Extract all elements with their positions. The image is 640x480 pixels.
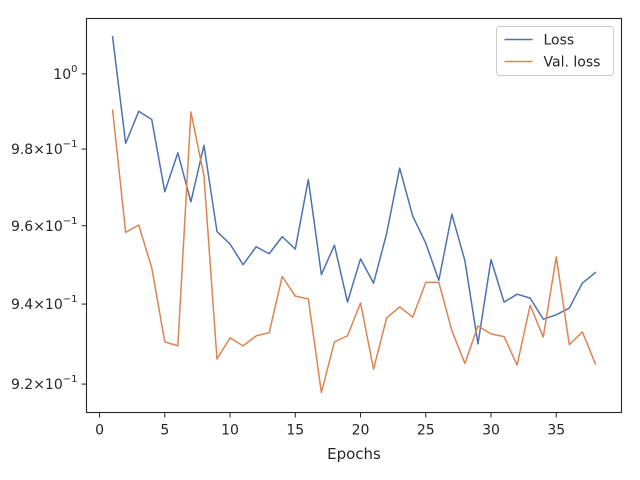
series-line-val-loss [111,109,597,394]
x-tick-label: 25 [417,423,435,439]
x-tick-label: 10 [221,423,239,439]
x-tick-label: 0 [95,423,104,439]
x-tick-label: 5 [160,423,169,439]
y-tick-label: 9.2×10−1 [11,374,78,393]
y-tick-label: 9.8×10−1 [11,139,78,158]
y-axis: 9.2×10−1 9.4×10−1 9.6×10−1 9.8×10−1 100 [11,64,87,393]
legend-label-val-loss: Val. loss [544,55,601,71]
x-axis: 0 5 10 15 20 25 30 35 [95,412,565,439]
y-tick-label: 9.4×10−1 [11,294,78,313]
x-tick-label: 20 [352,423,370,439]
plot-frame [85,17,623,414]
x-tick-label: 15 [286,423,304,439]
plot-area [111,36,597,394]
y-tick-label: 100 [53,64,77,83]
legend: Loss Val. loss [496,26,614,76]
y-tick-label: 9.6×10−1 [11,216,78,235]
x-axis-label: Epochs [327,445,381,463]
x-tick-label: 30 [482,423,500,439]
legend-label-loss: Loss [544,33,575,49]
x-tick-label: 35 [547,423,565,439]
series-line-loss [111,36,597,345]
